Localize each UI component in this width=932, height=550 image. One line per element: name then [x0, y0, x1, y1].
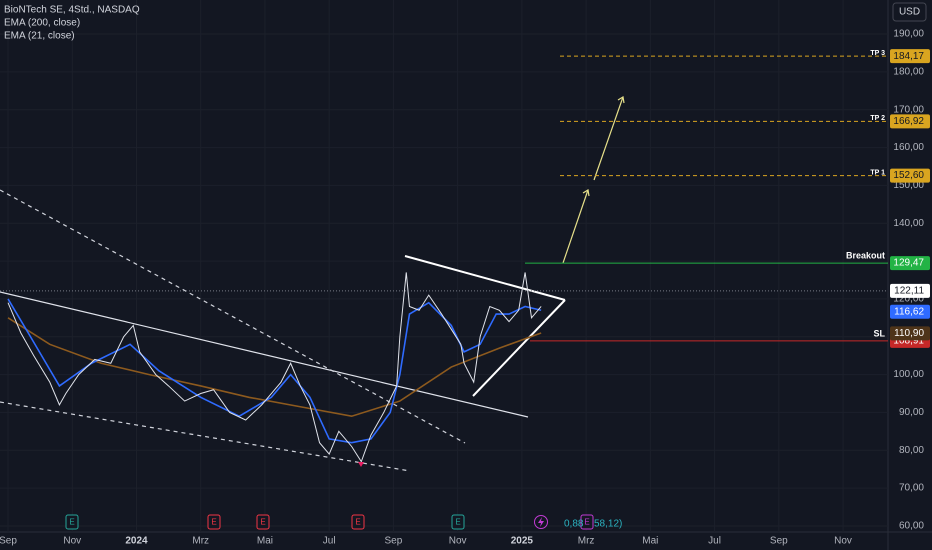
y-tick-label: 60,00 — [899, 521, 924, 532]
y-tick-label: 100,00 — [893, 369, 924, 380]
price-tag-label: 129,47 — [893, 258, 924, 269]
footer-value: 58,12) — [594, 519, 622, 530]
earnings-marker[interactable]: E — [351, 514, 365, 530]
earnings-letter: E — [355, 518, 360, 527]
earnings-marker[interactable]: E — [256, 514, 270, 530]
y-tick-label: 170,00 — [893, 104, 924, 115]
price-line — [7, 272, 542, 463]
earnings-badge — [207, 514, 221, 530]
x-tick-label: Mrz — [192, 536, 209, 547]
earnings-badge — [351, 514, 365, 530]
y-tick-label: 190,00 — [893, 29, 924, 40]
price-tag-label: 116,62 — [894, 306, 924, 317]
earnings-letter: E — [455, 518, 460, 527]
price-tag-label: 152,60 — [893, 170, 924, 181]
x-tick-label: 2024 — [125, 536, 148, 547]
footer-value: 0,88 — [564, 519, 584, 530]
trendlines — [0, 96, 625, 472]
earnings-letter: E — [260, 518, 265, 527]
price-tag — [890, 326, 930, 341]
level-label: TP 3 — [870, 50, 885, 57]
level-label: SL — [873, 328, 885, 338]
legend-label: EMA (200, close) — [4, 18, 80, 29]
legend-label: EMA (21, close) — [4, 31, 75, 42]
earnings-marker[interactable]: E — [580, 514, 594, 530]
currency-label[interactable]: USD — [899, 7, 920, 18]
price-line — [7, 298, 542, 444]
earnings-letter: E — [211, 518, 216, 527]
earnings-marker[interactable]: E — [207, 514, 221, 530]
price-tag — [890, 256, 930, 271]
x-tick-label: Mai — [642, 536, 658, 547]
y-tick-label: 160,00 — [893, 142, 924, 153]
low-marker — [358, 462, 364, 467]
y-tick-label: 90,00 — [899, 407, 924, 418]
earnings-badge — [451, 514, 465, 530]
earnings-badge — [256, 514, 270, 530]
x-tick-label: 2025 — [511, 536, 534, 547]
price-tag-label: 166,92 — [893, 116, 924, 127]
earnings-letter: E — [69, 518, 74, 527]
y-tick-label: 120,00 — [893, 294, 924, 305]
price-tag-label: 122,11 — [894, 286, 924, 297]
y-tick-label: 140,00 — [893, 218, 924, 229]
x-tick-label: Sep — [0, 536, 17, 547]
y-tick-label: 70,00 — [899, 483, 924, 494]
arrow — [562, 189, 589, 264]
price-tag-label: 110,90 — [894, 328, 924, 339]
x-tick-label: Nov — [449, 536, 467, 547]
x-tick-label: Sep — [385, 536, 403, 547]
x-tick-label: Mai — [257, 536, 273, 547]
level-label: TP 2 — [870, 115, 885, 122]
price-tag — [890, 168, 930, 183]
x-tick-label: Nov — [63, 536, 81, 547]
price-tag — [890, 49, 930, 64]
level-label: Breakout — [846, 250, 885, 260]
x-tick-label: Sep — [770, 536, 788, 547]
arrow-head — [582, 189, 590, 197]
price-line — [7, 317, 542, 418]
triangle-line — [404, 255, 566, 301]
price-tag-label: 184,17 — [893, 51, 924, 62]
earnings-marker[interactable]: E — [451, 514, 465, 530]
x-tick-label: Jul — [323, 536, 336, 547]
arrow-head — [617, 96, 625, 104]
x-tick-label: Nov — [834, 536, 852, 547]
price-tag — [890, 304, 930, 319]
arrow — [593, 96, 624, 181]
x-tick-label: Mrz — [578, 536, 595, 547]
trendline — [0, 189, 466, 444]
trendline — [0, 401, 411, 472]
x-tick-label: Jul — [708, 536, 721, 547]
price-tag — [890, 283, 930, 298]
trendline — [0, 291, 529, 418]
price-tag — [890, 114, 930, 129]
y-tick-label: 150,00 — [893, 180, 924, 191]
price-tag-label: 108,91 — [893, 336, 924, 347]
y-tick-label: 80,00 — [899, 445, 924, 456]
earnings-marker[interactable]: E — [65, 514, 79, 530]
earnings-badge — [65, 514, 79, 530]
earnings-badge — [580, 514, 594, 530]
triangle-line — [472, 299, 566, 397]
earnings-letter: E — [584, 518, 589, 527]
legend-label: BioNTech SE, 4Std., NASDAQ — [4, 5, 140, 16]
y-tick-label: 180,00 — [893, 67, 924, 78]
level-label: TP 1 — [870, 169, 885, 176]
currency-button[interactable] — [892, 2, 927, 22]
dividend-icon — [538, 517, 544, 527]
